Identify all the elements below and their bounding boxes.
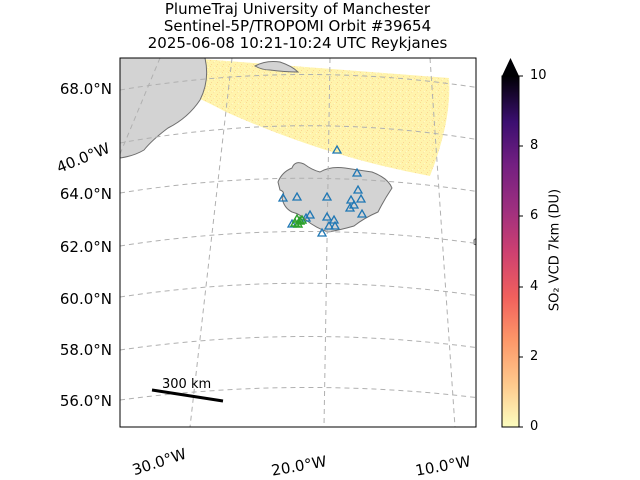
- volcano-marker: [323, 220, 335, 230]
- colorbar-label: SO₂ VCD 7km (DU): [547, 188, 563, 312]
- lat-label-56: 56.0°N: [59, 392, 112, 410]
- colorbar-tick-10: 10: [530, 68, 547, 83]
- title-line-2: Sentinel-5P/TROPOMI Orbit #39654: [163, 17, 432, 35]
- title-line-3: 2025-06-08 10:21-10:24 UTC Reykjanes: [147, 34, 448, 52]
- colorbar-gradient: [501, 75, 520, 428]
- volcano-marker: [316, 227, 328, 237]
- volcano-marker: [329, 220, 341, 230]
- colorbar: [501, 58, 523, 428]
- colorbar-ticks: [519, 75, 523, 428]
- volcano-marker: [291, 191, 303, 201]
- volcano-marker: [351, 167, 363, 177]
- lat-label-60: 60.0°N: [59, 290, 112, 308]
- volcano-marker: [331, 144, 343, 154]
- scale-bar: [151, 388, 224, 403]
- meridians: [120, 58, 456, 427]
- colorbar-tick-4: 4: [530, 279, 539, 294]
- volcano-marker: [321, 191, 333, 201]
- title-line-1: PlumeTraj University of Manchester: [164, 0, 431, 18]
- volcano-marker: [356, 208, 368, 218]
- volcano-marker: [321, 211, 333, 221]
- volcano-marker: [304, 209, 316, 219]
- parallels: [120, 74, 476, 401]
- lat-label-62: 62.0°N: [59, 238, 112, 256]
- volcano-marker: [300, 212, 312, 222]
- map-frame: [119, 57, 477, 428]
- eruption-markers: [289, 213, 308, 228]
- colorbar-tick-2: 2: [530, 349, 539, 364]
- eruption-marker: [292, 218, 304, 228]
- greenland-landmass: [120, 58, 208, 159]
- volcano-marker: [352, 184, 364, 194]
- volcano-marker: [355, 193, 367, 203]
- volcano-marker: [277, 192, 289, 202]
- faroe-landmass: [473, 238, 476, 246]
- lat-label-64: 64.0°N: [59, 185, 112, 203]
- eruption-marker: [296, 214, 308, 224]
- colorbar-extend-arrow: [502, 58, 519, 76]
- greenland-east-landmass: [253, 61, 300, 73]
- colorbar-tick-0: 0: [530, 419, 539, 434]
- colorbar-tick-8: 8: [530, 138, 539, 153]
- lat-label-58: 58.0°N: [59, 341, 112, 359]
- volcano-marker: [286, 218, 298, 228]
- volcano-markers: [277, 144, 368, 237]
- volcano-marker: [348, 199, 360, 209]
- map-area: [120, 58, 476, 427]
- colorbar-tick-6: 6: [530, 208, 539, 223]
- scale-bar-label: 300 km: [162, 377, 212, 392]
- lat-label-68: 68.0°N: [59, 80, 112, 98]
- volcano-marker: [345, 194, 357, 204]
- tropomi-swath: [183, 58, 450, 176]
